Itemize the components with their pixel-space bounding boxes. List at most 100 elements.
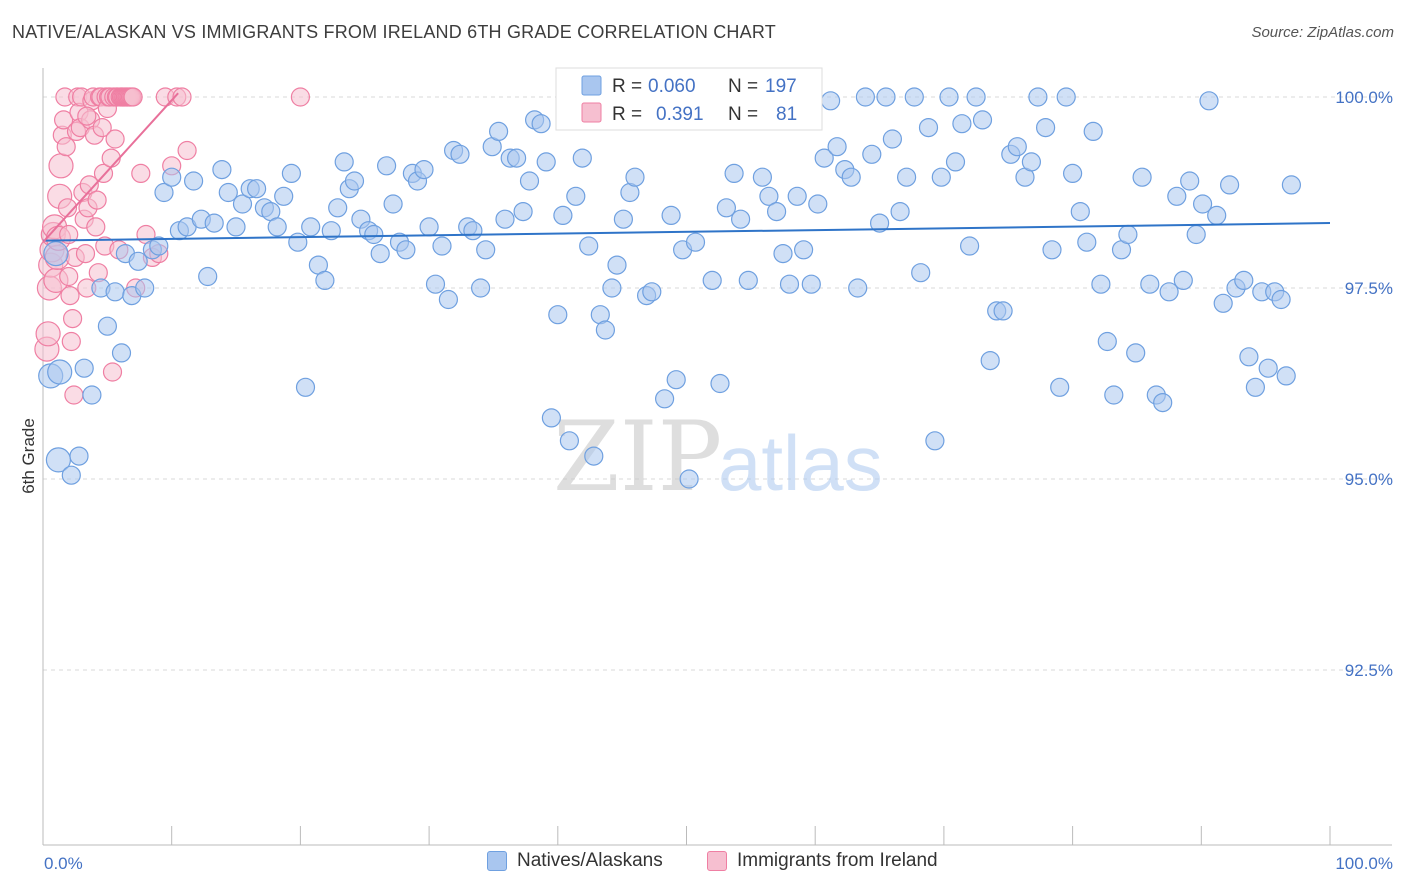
trendlines — [42, 92, 1331, 243]
stats-n-label-pink: N = — [728, 104, 758, 125]
natives-point-95 — [642, 282, 662, 302]
natives-point-109 — [738, 270, 758, 290]
ireland-point-21 — [64, 385, 84, 405]
natives-point-170 — [1159, 282, 1179, 302]
y-tick-label-3: 92.5% — [1345, 661, 1393, 680]
ireland-point-39 — [87, 190, 107, 210]
natives-point-39 — [301, 217, 321, 237]
natives-point-189 — [1281, 175, 1302, 195]
natives-point-37 — [288, 232, 308, 252]
ireland-point-33 — [79, 175, 99, 195]
series-natives-alaskans — [38, 87, 1302, 489]
natives-point-148 — [1007, 137, 1027, 157]
ireland-point-69 — [131, 163, 151, 183]
natives-point-80 — [553, 205, 573, 225]
ireland-point-38 — [86, 217, 106, 237]
y-tick-label-0: 100.0% — [1335, 88, 1393, 107]
natives-point-61 — [438, 289, 458, 310]
natives-point-66 — [471, 278, 491, 298]
series-immigrants-from-ireland — [34, 87, 310, 405]
natives-point-49 — [364, 224, 384, 245]
natives-point-112 — [759, 186, 779, 206]
ireland-point-80 — [290, 87, 310, 107]
natives-point-82 — [566, 186, 586, 206]
stats-r-value-blue: 0.060 — [648, 76, 696, 97]
natives-point-152 — [1035, 117, 1056, 138]
legend-swatch-natives — [487, 851, 507, 871]
ireland-point-16 — [57, 198, 78, 218]
natives-point-115 — [779, 274, 800, 294]
natives-point-43 — [328, 198, 348, 218]
natives-point-121 — [820, 91, 841, 111]
natives-point-9 — [97, 316, 118, 336]
natives-point-101 — [679, 469, 699, 489]
natives-point-140 — [952, 114, 972, 134]
natives-point-87 — [595, 320, 616, 340]
natives-point-85 — [584, 446, 604, 466]
natives-point-107 — [724, 163, 744, 183]
natives-point-92 — [625, 167, 645, 187]
natives-point-90 — [613, 209, 634, 229]
natives-point-5 — [69, 446, 89, 466]
stats-n-value-pink: 81 — [776, 104, 797, 125]
chart-title: NATIVE/ALASKAN VS IMMIGRANTS FROM IRELAN… — [12, 22, 776, 42]
natives-point-159 — [1083, 121, 1103, 141]
natives-point-54 — [396, 240, 416, 260]
legend-item-ireland[interactable]: Immigrants from Ireland — [707, 850, 938, 872]
natives-point-31 — [247, 179, 267, 199]
natives-point-120 — [814, 148, 834, 168]
natives-point-143 — [972, 110, 993, 130]
natives-point-29 — [232, 194, 253, 214]
natives-point-153 — [1042, 240, 1062, 260]
x-ticks — [171, 826, 1331, 845]
natives-point-187 — [1271, 289, 1291, 310]
natives-point-74 — [519, 171, 540, 191]
natives-point-131 — [890, 202, 910, 222]
natives-point-176 — [1199, 91, 1219, 111]
natives-point-34 — [267, 217, 287, 237]
natives-point-98 — [661, 205, 681, 225]
axes — [42, 68, 1392, 846]
natives-point-25 — [204, 213, 224, 233]
natives-point-19 — [162, 167, 182, 187]
natives-point-78 — [541, 408, 562, 428]
natives-point-128 — [869, 213, 890, 233]
natives-point-114 — [773, 244, 793, 264]
natives-point-126 — [855, 87, 876, 107]
y-tick-label-1: 97.5% — [1345, 279, 1393, 298]
natives-point-1 — [43, 241, 69, 267]
natives-point-63 — [450, 144, 470, 164]
natives-point-41 — [315, 270, 335, 290]
natives-point-178 — [1213, 293, 1233, 313]
natives-point-160 — [1091, 274, 1111, 294]
natives-point-10 — [105, 282, 125, 302]
natives-point-162 — [1104, 385, 1124, 405]
natives-point-116 — [787, 186, 807, 206]
natives-point-106 — [716, 198, 737, 218]
natives-point-179 — [1219, 175, 1240, 195]
natives-point-46 — [344, 171, 365, 191]
legend-item-natives[interactable]: Natives/Alaskans — [487, 850, 663, 872]
natives-point-50 — [370, 244, 390, 264]
natives-point-35 — [274, 186, 294, 206]
natives-point-117 — [793, 240, 814, 260]
natives-point-42 — [321, 221, 341, 241]
natives-point-7 — [82, 385, 102, 405]
natives-point-70 — [495, 209, 515, 229]
natives-point-138 — [939, 87, 959, 107]
natives-point-188 — [1276, 366, 1296, 386]
natives-point-175 — [1192, 194, 1213, 214]
natives-point-4 — [61, 465, 81, 485]
natives-point-3 — [47, 359, 73, 385]
natives-point-165 — [1126, 343, 1146, 363]
ireland-point-18 — [60, 286, 80, 306]
natives-point-99 — [666, 370, 686, 390]
bottom-legend: Natives/Alaskans Immigrants from Ireland — [0, 850, 1406, 880]
natives-point-11 — [111, 343, 132, 363]
natives-point-58 — [419, 217, 439, 237]
stats-r-label-pink: R = — [612, 104, 642, 125]
stats-legend-swatch-pink — [581, 102, 602, 123]
legend-label-natives: Natives/Alaskans — [517, 850, 663, 871]
ireland-point-78 — [59, 266, 79, 287]
